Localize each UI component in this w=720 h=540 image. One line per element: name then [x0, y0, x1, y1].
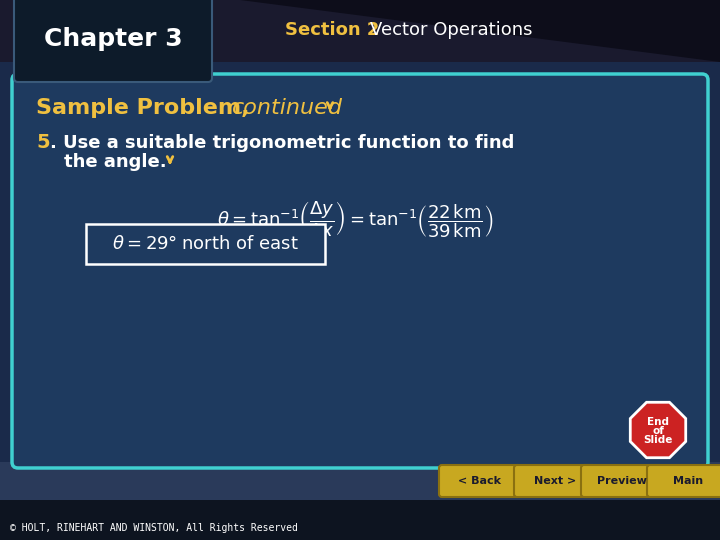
- Text: . Use a suitable trigonometric function to find: . Use a suitable trigonometric function …: [50, 134, 514, 152]
- Text: $\theta = \tan^{-1}\!\left(\dfrac{\Delta y}{\Delta x}\right) = \tan^{-1}\!\left(: $\theta = \tan^{-1}\!\left(\dfrac{\Delta…: [217, 200, 493, 240]
- Text: Sample Problem,: Sample Problem,: [36, 98, 250, 118]
- Text: Section 2: Section 2: [285, 21, 379, 39]
- Text: Preview: Preview: [597, 476, 647, 486]
- FancyBboxPatch shape: [0, 462, 720, 500]
- FancyBboxPatch shape: [647, 465, 720, 497]
- Text: Main: Main: [673, 476, 703, 486]
- FancyBboxPatch shape: [86, 224, 325, 264]
- Text: Slide: Slide: [643, 435, 672, 445]
- Text: continued: continued: [232, 98, 343, 118]
- Text: of: of: [652, 426, 664, 436]
- FancyBboxPatch shape: [514, 465, 596, 497]
- Text: $\theta = 29°\;\mathrm{north\ of\ east}$: $\theta = 29°\;\mathrm{north\ of\ east}$: [112, 235, 299, 253]
- FancyBboxPatch shape: [0, 500, 720, 540]
- Polygon shape: [630, 402, 685, 458]
- Text: End: End: [647, 417, 669, 427]
- Text: Vector Operations: Vector Operations: [370, 21, 533, 39]
- Text: the angle.: the angle.: [64, 153, 166, 171]
- FancyBboxPatch shape: [12, 74, 708, 468]
- FancyBboxPatch shape: [14, 0, 212, 82]
- Text: Next >: Next >: [534, 476, 576, 486]
- FancyBboxPatch shape: [439, 465, 521, 497]
- Text: 5: 5: [36, 133, 50, 152]
- FancyBboxPatch shape: [581, 465, 663, 497]
- Text: © HOLT, RINEHART AND WINSTON, All Rights Reserved: © HOLT, RINEHART AND WINSTON, All Rights…: [10, 523, 298, 533]
- FancyBboxPatch shape: [0, 0, 720, 62]
- Text: < Back: < Back: [459, 476, 502, 486]
- Text: Chapter 3: Chapter 3: [44, 27, 182, 51]
- Polygon shape: [240, 0, 720, 62]
